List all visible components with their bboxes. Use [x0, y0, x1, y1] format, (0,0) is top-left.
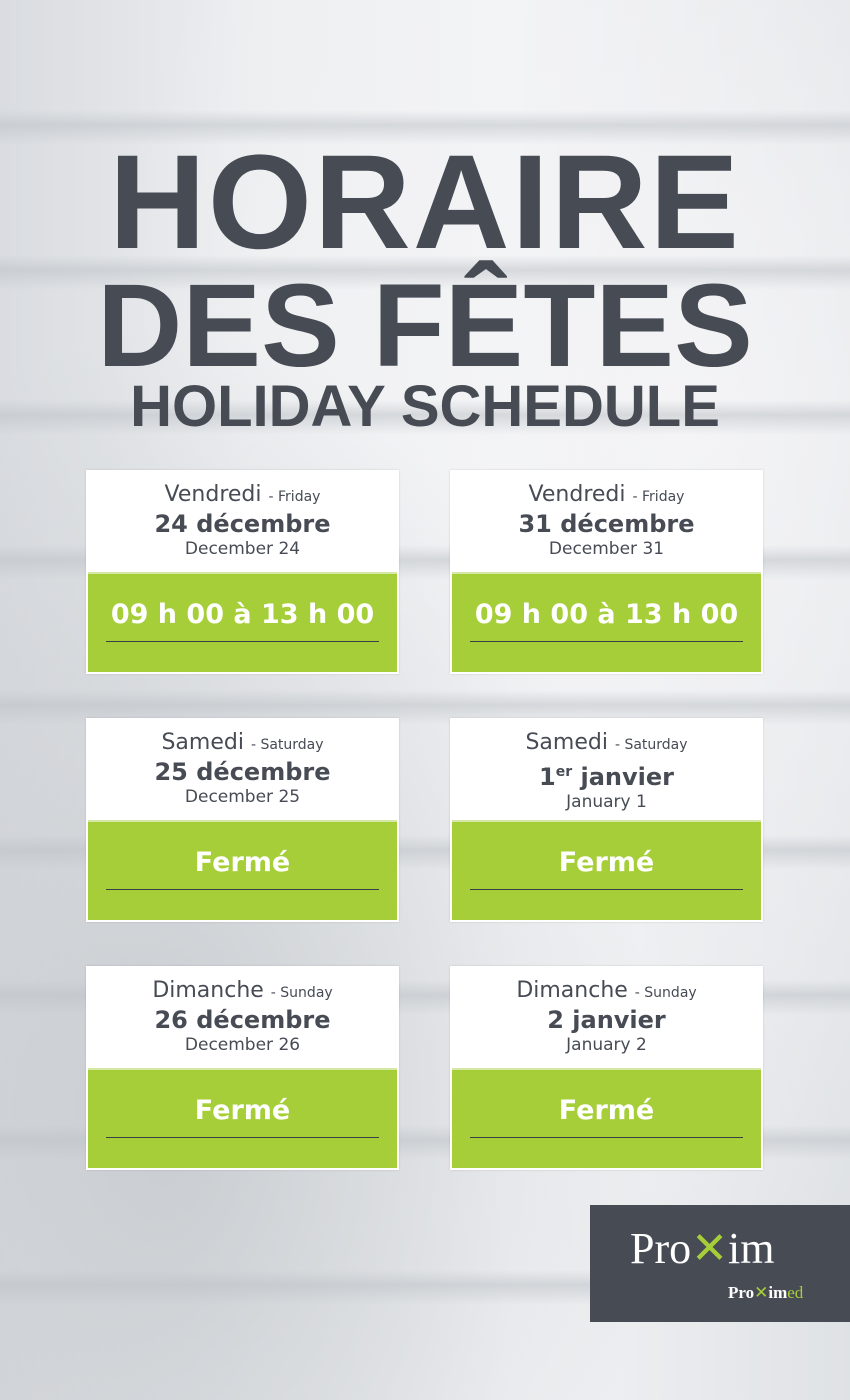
date-fr: 2 janvier — [547, 1006, 666, 1034]
date-fr: 26 décembre — [154, 1006, 331, 1034]
hours-text: Fermé — [106, 1092, 379, 1138]
hours-text: 09 h 00 à 13 h 00 — [470, 596, 743, 642]
logo-proximed: Pro✕imed — [728, 1283, 804, 1302]
day-label: Samedi - Saturday — [525, 730, 688, 755]
date-en: January 2 — [566, 1035, 647, 1055]
schedule-card: Dimanche - Sunday 26 décembre December 2… — [86, 966, 399, 1170]
hours-panel: Fermé — [452, 820, 761, 920]
date-fr: 24 décembre — [154, 510, 331, 538]
hours-panel: Fermé — [452, 1068, 761, 1168]
title-holiday-schedule: HOLIDAY SCHEDULE — [130, 374, 720, 439]
schedule-card: Vendredi - Friday 31 décembre December 3… — [450, 470, 763, 674]
hours-panel: Fermé — [88, 1068, 397, 1168]
day-label: Dimanche - Sunday — [152, 978, 333, 1003]
logo-proxim: Pro✕im — [630, 1224, 775, 1273]
schedule-card: Samedi - Saturday 25 décembre December 2… — [86, 718, 399, 922]
date-fr: 31 décembre — [518, 510, 695, 538]
title-horaire: HORAIRE — [109, 128, 741, 277]
hours-text: Fermé — [106, 844, 379, 890]
hours-text: 09 h 00 à 13 h 00 — [106, 596, 379, 642]
day-label: Vendredi - Friday — [528, 482, 685, 507]
schedule-card: Dimanche - Sunday 2 janvier January 2 Fe… — [450, 966, 763, 1170]
day-label: Dimanche - Sunday — [516, 978, 697, 1003]
hours-text: Fermé — [470, 1092, 743, 1138]
date-fr: 25 décembre — [154, 758, 331, 786]
hours-panel: Fermé — [88, 820, 397, 920]
proxim-logo: Pro✕im Pro✕imed — [590, 1205, 850, 1322]
date-fr: 1er janvier — [539, 763, 674, 791]
date-en: December 24 — [184, 539, 301, 559]
schedule-card: Vendredi - Friday 24 décembre December 2… — [86, 470, 399, 674]
day-label: Samedi - Saturday — [161, 730, 324, 755]
date-en: December 26 — [184, 1035, 301, 1055]
schedule-card: Samedi - Saturday 1er janvier January 1 … — [450, 718, 763, 922]
title-des-fetes: DES FÊTES — [97, 260, 753, 392]
hours-text: Fermé — [470, 844, 743, 890]
day-label: Vendredi - Friday — [164, 482, 321, 507]
date-en: December 31 — [548, 539, 665, 559]
date-en: December 25 — [184, 787, 301, 807]
hours-panel: 09 h 00 à 13 h 00 — [452, 572, 761, 672]
date-en: January 1 — [566, 792, 647, 812]
hours-panel: 09 h 00 à 13 h 00 — [88, 572, 397, 672]
